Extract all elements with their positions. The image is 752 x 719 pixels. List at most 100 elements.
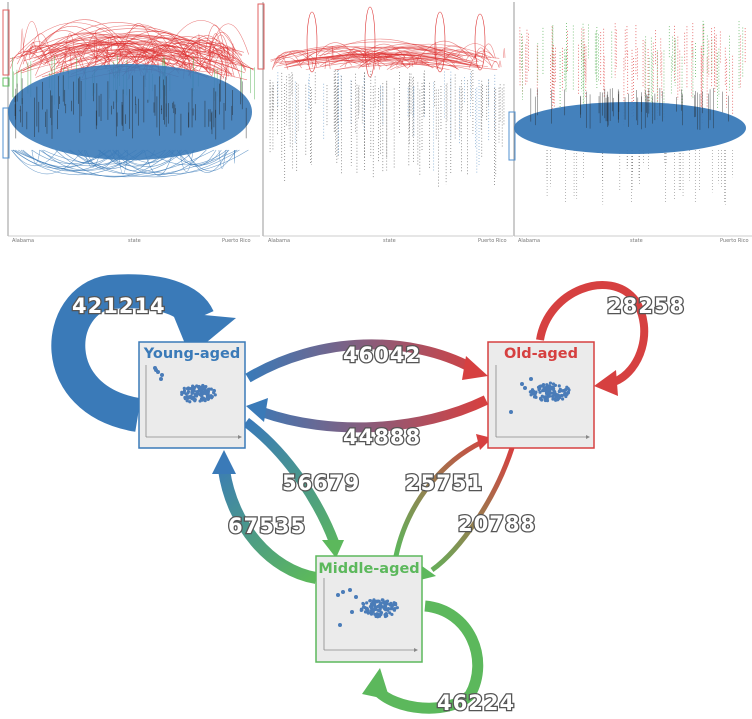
thumbnail-dot <box>558 394 562 398</box>
texture-arc <box>69 149 186 175</box>
thumbnail-dot <box>369 606 373 610</box>
thumbnail-dot <box>188 400 192 404</box>
texture-arc <box>376 46 484 63</box>
thumbnail-dot <box>199 393 203 397</box>
texture-arc <box>39 48 60 64</box>
thumbnail-dot <box>556 397 560 401</box>
thumbnail-dot <box>509 410 513 414</box>
thumbnail-dot <box>364 610 368 614</box>
thumbnail-dot <box>382 606 386 610</box>
texture-arc <box>205 42 235 70</box>
texture-arc <box>64 44 72 69</box>
thumbnail-dot <box>389 606 394 610</box>
thumbnail-dot <box>197 386 201 390</box>
texture-arc <box>205 46 247 70</box>
node-young-aged[interactable]: Young-aged <box>138 341 246 449</box>
texture-arc <box>10 52 29 69</box>
flow-old-self <box>536 281 649 396</box>
texture-arc <box>47 22 187 54</box>
texture-arc <box>316 42 355 56</box>
thumbnail-dot <box>545 399 550 403</box>
node-young-label: Young-aged <box>143 346 241 362</box>
thumbnail-dot <box>551 397 555 401</box>
texture-arc <box>360 53 430 67</box>
thumbnail-dot <box>395 606 399 610</box>
thumbnail-dot <box>359 607 364 611</box>
flow-middle-to-old <box>393 434 492 557</box>
texture-arc <box>292 53 479 63</box>
texture-arc <box>11 149 59 166</box>
thumbnail-dot <box>189 396 193 400</box>
thumbnail-dot <box>528 390 532 394</box>
axis-filter-blue[interactable] <box>2 107 10 159</box>
thumbnail-dot <box>336 593 340 597</box>
flow-old-to-young-count: 44888 <box>343 425 421 449</box>
flow-middle-to-young-count: 67535 <box>228 514 306 538</box>
texture-arc <box>407 62 434 69</box>
thumbnail-dot <box>557 384 561 388</box>
texture-arc <box>396 60 405 66</box>
texture-arc <box>20 28 24 53</box>
thumbnail-dot <box>209 387 213 391</box>
texture-arc <box>468 52 493 69</box>
thumbnail-dot <box>208 394 213 398</box>
texture-arc <box>17 22 133 54</box>
thumbnail-dot <box>537 388 541 392</box>
texture-arc <box>113 42 254 71</box>
axis-filter-red[interactable] <box>2 9 10 76</box>
thumbnail-dot <box>213 393 217 397</box>
thumbnail-dot <box>544 390 549 394</box>
node-old-aged[interactable]: Old-aged <box>487 341 595 449</box>
panel-1-x-start: Alabama <box>12 238 34 244</box>
thumbnail-dot <box>389 603 393 607</box>
thumbnail-dot <box>183 395 187 400</box>
top-panels: Alabama state Puerto Rico Alabama state … <box>2 2 752 244</box>
thumbnail-dot <box>350 610 354 614</box>
thumbnail-dot <box>204 391 208 395</box>
texture-arc <box>491 61 500 68</box>
flow-old-to-young <box>246 395 489 433</box>
texture-arc <box>115 47 169 67</box>
texture-arc <box>143 35 188 58</box>
panel-3-x-label: state <box>630 238 643 244</box>
axis-filter-green[interactable] <box>2 77 10 87</box>
texture-arc <box>175 35 224 66</box>
texture-arc <box>344 50 370 68</box>
thumbnail-dot <box>348 588 352 592</box>
flow-young-self-count: 421214 <box>72 294 166 318</box>
thumbnail-dot <box>542 395 546 399</box>
texture-arc <box>55 149 173 178</box>
texture-arc <box>23 36 245 53</box>
texture-arc <box>279 59 372 65</box>
panel-2-x-end: Puerto Rico <box>478 238 507 244</box>
texture-arc <box>276 51 308 59</box>
node-middle-aged[interactable]: Middle-aged <box>315 555 423 663</box>
texture-arc <box>401 52 416 65</box>
texture-arc <box>339 59 382 68</box>
texture-arc <box>49 43 151 57</box>
thumbnail-dot <box>546 388 550 392</box>
axis-filter-blue-3[interactable] <box>508 111 516 161</box>
texture-arc <box>179 40 231 56</box>
thumbnail-dot <box>190 391 194 395</box>
thumbnail-dot <box>379 605 383 609</box>
texture-arc <box>324 57 331 69</box>
thumbnail-dot <box>361 605 366 609</box>
thumbnail-dot <box>391 603 395 607</box>
thumbnail-dot <box>550 394 555 398</box>
texture-arc <box>289 58 488 67</box>
axis-filter-red-2[interactable] <box>257 3 265 70</box>
parallel-plot-panel-2: Alabama state Puerto Rico <box>257 2 513 244</box>
thumbnail-dot <box>180 390 184 394</box>
thumbnail-dot <box>182 389 187 393</box>
flow-middle-self-count: 46224 <box>437 691 515 715</box>
texture-arc <box>51 25 207 53</box>
thumbnail-dot <box>203 398 207 403</box>
thumbnail-dot <box>365 601 369 605</box>
thumbnail-dot <box>393 606 397 611</box>
thumbnail-dot <box>361 601 365 606</box>
texture-arc <box>87 42 158 68</box>
thumbnail-dot <box>378 609 382 613</box>
thumbnail-dot <box>558 387 562 391</box>
texture-arc <box>55 41 248 68</box>
